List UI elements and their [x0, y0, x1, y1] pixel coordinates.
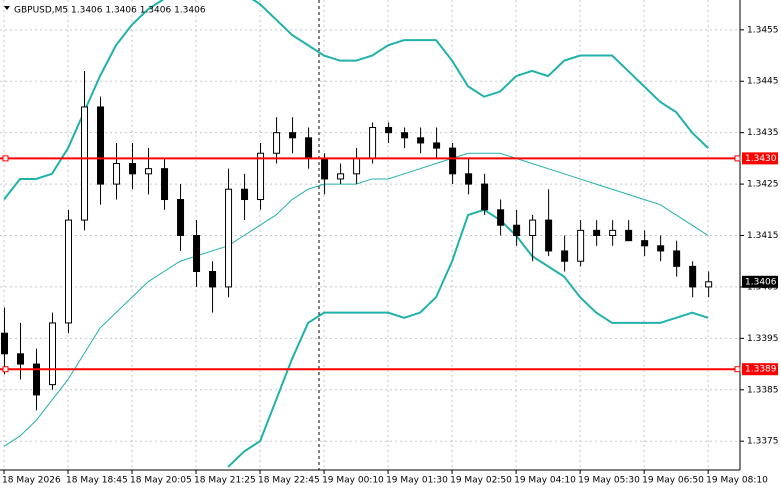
candle-body: [273, 132, 281, 154]
candle-body: [545, 219, 553, 252]
candle-body: [289, 132, 297, 139]
candle-body: [561, 250, 569, 262]
candle-body: [577, 229, 585, 262]
candle-body: [65, 219, 73, 324]
current-price-label: 1.3406: [745, 277, 777, 287]
candle-body: [385, 127, 393, 134]
candle-body: [529, 219, 537, 237]
candle-body: [417, 137, 425, 144]
level-handle: [2, 366, 9, 373]
candle-body: [433, 142, 441, 149]
x-tick-label: 18 May 18:45: [66, 476, 128, 486]
candle-body: [353, 157, 361, 175]
level-label: 1.3389: [745, 365, 777, 375]
level-label-box: [742, 152, 778, 165]
level-handle: [734, 155, 741, 162]
plot-area: [1, 0, 713, 468]
x-tick-label: 19 May 05:30: [578, 476, 640, 486]
title-arrow: [4, 6, 10, 10]
candle-body: [257, 152, 265, 201]
candle-body: [337, 173, 345, 180]
candle-body: [641, 240, 649, 247]
level-label-box: [742, 363, 778, 376]
y-tick-label: 1.3395: [747, 334, 779, 344]
candle-body: [1, 332, 9, 355]
x-tick-label: 19 May 00:10: [322, 476, 384, 486]
x-tick-label: 18 May 22:45: [258, 476, 320, 486]
x-tick-label: 19 May 02:50: [450, 476, 512, 486]
current-price-box: [742, 275, 778, 288]
candle-body: [145, 168, 153, 175]
band-line: [227, 208, 709, 468]
level-handle: [734, 366, 741, 373]
y-tick-label: 1.3435: [747, 128, 779, 138]
level-handle: [2, 155, 9, 162]
candle-body: [193, 235, 201, 273]
candle-body: [449, 147, 457, 175]
x-tick-label: 18 May 21:25: [194, 476, 256, 486]
x-tick-label: 18 May 20:05: [130, 476, 192, 486]
candle-body: [657, 245, 665, 252]
candle-body: [241, 188, 249, 201]
x-tick-label: 19 May 04:10: [514, 476, 576, 486]
band-line: [3, 0, 709, 201]
candle-body: [81, 106, 89, 221]
candle-body: [225, 188, 233, 288]
candle-body: [497, 209, 505, 226]
candle-body: [161, 168, 169, 201]
candle-body: [177, 199, 185, 237]
candle-body: [209, 271, 217, 288]
candle-body: [33, 363, 41, 396]
y-tick-label: 1.3425: [747, 180, 779, 190]
candle-body: [609, 229, 617, 237]
candle-body: [705, 281, 713, 288]
candle-body: [17, 353, 25, 365]
x-tick-label: 18 May 2026: [2, 476, 61, 486]
candle-body: [401, 132, 409, 139]
candle-body: [481, 183, 489, 211]
x-tick-label: 19 May 08:10: [706, 476, 768, 486]
candle-body: [593, 229, 601, 237]
candle-body: [625, 229, 633, 242]
y-tick-label: 1.3455: [747, 25, 779, 35]
y-tick-label: 1.3385: [747, 385, 779, 395]
candle-body: [113, 163, 121, 185]
candle-body: [689, 265, 697, 288]
candle-body: [49, 322, 57, 386]
y-tick-label: 1.3415: [747, 231, 779, 241]
candle-body: [129, 163, 137, 175]
y-tick-label: 1.3375: [747, 437, 779, 447]
x-tick-label: 19 May 01:30: [386, 476, 448, 486]
chart-title: GBPUSD,M5 1.3406 1.3406 1.3406 1.3406: [14, 6, 206, 16]
candle-body: [465, 173, 473, 185]
candle-body: [321, 157, 329, 180]
candle-body: [305, 137, 313, 159]
y-tick-label: 1.3445: [747, 77, 779, 87]
candle-body: [97, 106, 105, 185]
candle-body: [673, 250, 681, 267]
band-line: [3, 152, 709, 447]
candle-body: [369, 127, 377, 159]
level-label: 1.3430: [745, 154, 777, 164]
candle-body: [513, 224, 521, 237]
x-tick-label: 19 May 06:50: [642, 476, 704, 486]
